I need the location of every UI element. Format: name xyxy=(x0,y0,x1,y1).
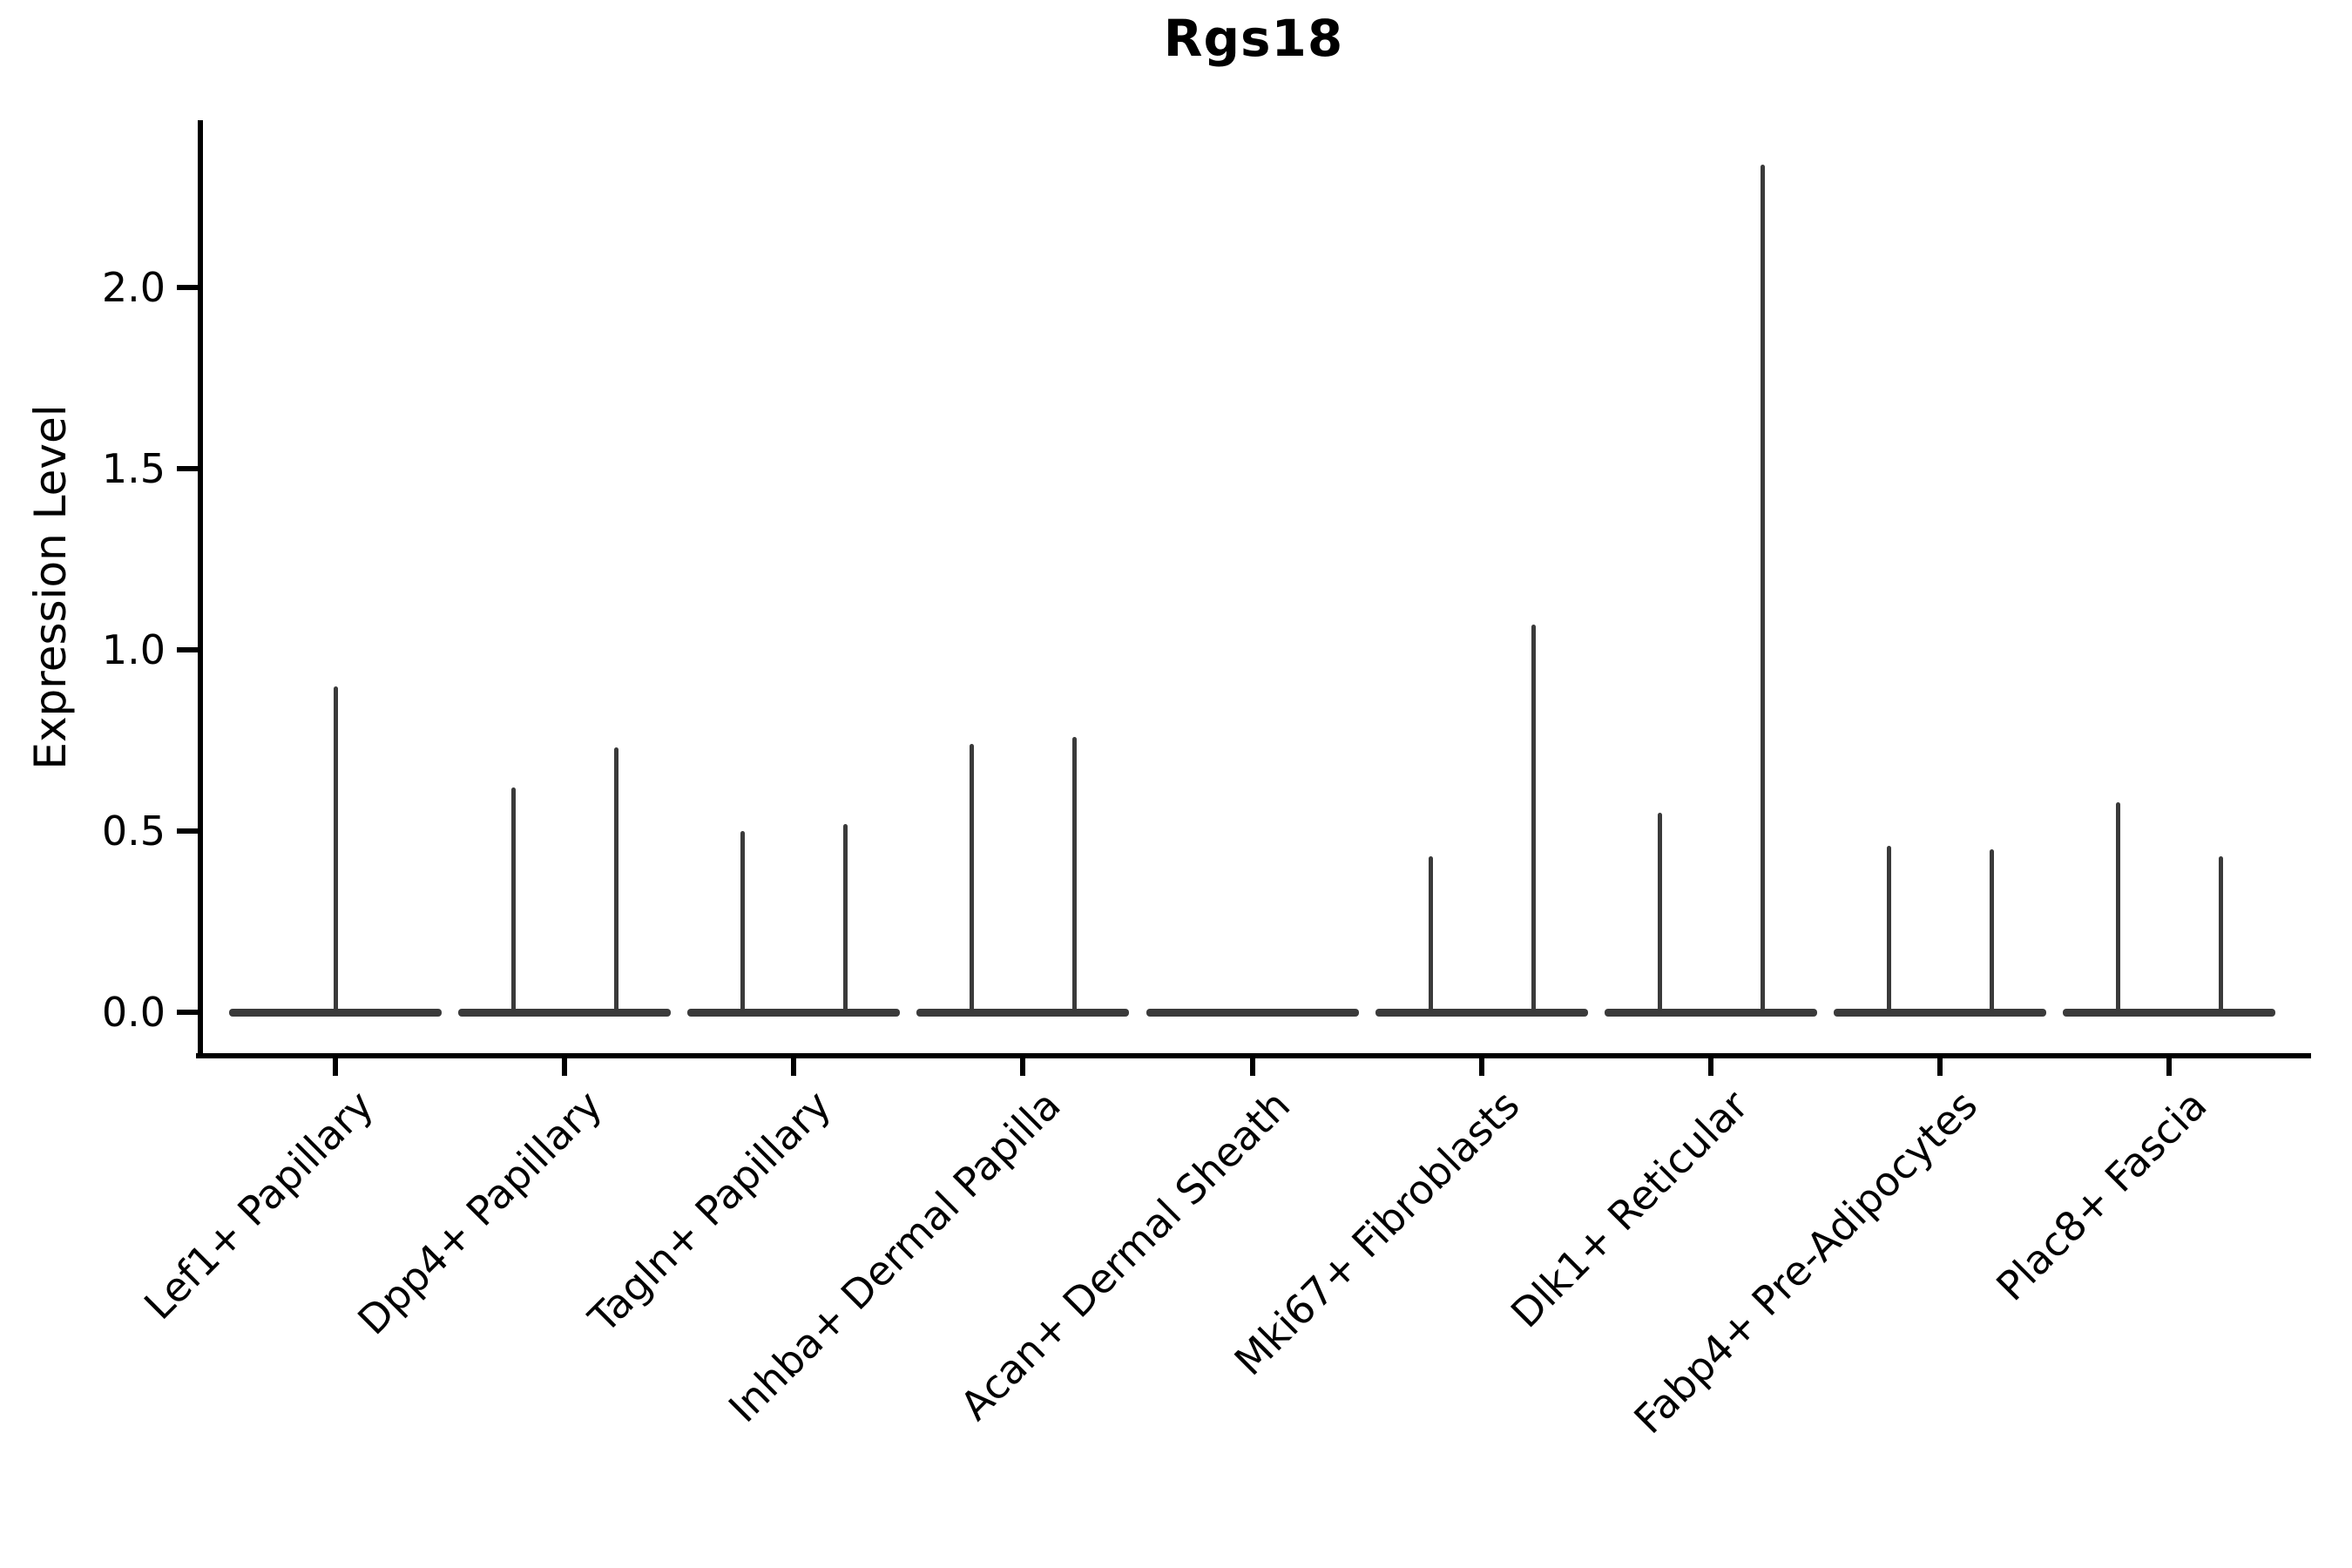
violin-density-spike xyxy=(2116,802,2120,1017)
violin-density-spike xyxy=(1429,856,1433,1017)
violin-density-spike xyxy=(1072,737,1077,1017)
plot-title: Rgs18 xyxy=(1163,9,1344,68)
y-tick-mark xyxy=(177,285,199,290)
violin-density-spike xyxy=(334,686,338,1017)
y-axis-spine xyxy=(198,120,203,1058)
x-tick-mark xyxy=(1479,1053,1484,1076)
x-tick-mark xyxy=(333,1053,338,1076)
x-tick-label: Plac8+ Fascia xyxy=(1987,1081,2216,1310)
y-tick-mark xyxy=(177,1010,199,1015)
y-tick-mark xyxy=(177,466,199,471)
x-tick-mark xyxy=(791,1053,796,1076)
violin-density-spike xyxy=(614,747,618,1017)
x-tick-label: Dlk1+ Reticular xyxy=(1502,1081,1758,1337)
x-tick-mark xyxy=(2166,1053,2172,1076)
x-tick-mark xyxy=(1937,1053,1943,1076)
y-tick-label: 1.5 xyxy=(101,445,166,492)
x-tick-label: Tagln+ Papillary xyxy=(579,1081,841,1342)
violin-body-zero-line xyxy=(687,1009,900,1017)
violin-density-spike xyxy=(843,824,848,1017)
x-tick-mark xyxy=(562,1053,567,1076)
violin-density-spike xyxy=(2219,856,2223,1017)
x-tick-mark xyxy=(1020,1053,1025,1076)
violin-body-zero-line xyxy=(916,1009,1129,1017)
violin-body-zero-line xyxy=(458,1009,671,1017)
violin-density-spike xyxy=(1887,846,1891,1017)
x-tick-mark xyxy=(1708,1053,1713,1076)
violin-body-zero-line xyxy=(1146,1009,1359,1017)
violin-body-zero-line xyxy=(1375,1009,1588,1017)
violin-density-spike xyxy=(1990,849,1994,1017)
y-tick-mark xyxy=(177,828,199,834)
x-tick-mark xyxy=(1250,1053,1255,1076)
violin-density-spike xyxy=(740,831,745,1017)
violin-density-spike xyxy=(1531,625,1536,1017)
x-tick-label: Lef1+ Papillary xyxy=(134,1081,382,1329)
y-tick-label: 2.0 xyxy=(101,264,166,311)
violin-density-spike xyxy=(511,787,516,1017)
violin-density-spike xyxy=(970,744,974,1017)
y-tick-mark xyxy=(177,647,199,652)
y-tick-label: 0.5 xyxy=(101,808,166,855)
violin-body-zero-line xyxy=(1605,1009,1817,1017)
y-tick-label: 1.0 xyxy=(101,626,166,673)
x-tick-label: Dpp4+ Papillary xyxy=(348,1081,612,1344)
violin-density-spike xyxy=(1761,165,1765,1017)
violin-body-zero-line xyxy=(1834,1009,2046,1017)
violin-body-zero-line xyxy=(2063,1009,2275,1017)
violin-density-spike xyxy=(1658,813,1662,1017)
y-tick-label: 0.0 xyxy=(101,989,166,1036)
